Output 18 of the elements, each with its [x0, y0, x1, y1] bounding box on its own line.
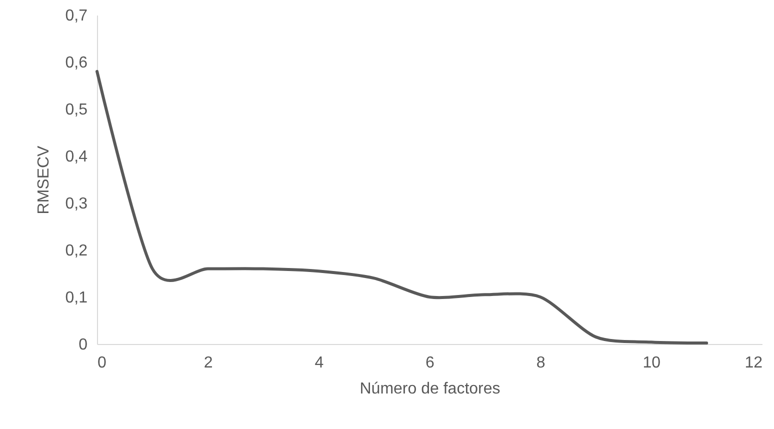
y-tick-label: 0: [78, 336, 88, 354]
y-tick-label: 0,3: [65, 196, 88, 212]
x-tick-label: 0: [98, 354, 106, 372]
x-tick-label: 4: [314, 354, 324, 372]
line-series: [96, 70, 708, 345]
x-axis-title: Número de factores: [360, 380, 500, 398]
y-tick-label: 0,6: [65, 54, 88, 72]
y-tick-label: 0,7: [65, 8, 88, 24]
y-tick-label: 0,4: [65, 148, 88, 166]
y-tick-label: 0,1: [65, 290, 88, 306]
x-tick-label: 10: [642, 354, 661, 372]
x-tick-label: 8: [536, 354, 546, 372]
x-tick-label: 6: [426, 354, 435, 372]
x-tick-label: 12: [744, 354, 763, 372]
y-axis-title: RMSECV: [35, 145, 52, 214]
x-tick-label: 2: [204, 354, 213, 372]
y-tick-label: 0,2: [65, 242, 88, 260]
y-tick-label: 0,5: [65, 102, 88, 118]
